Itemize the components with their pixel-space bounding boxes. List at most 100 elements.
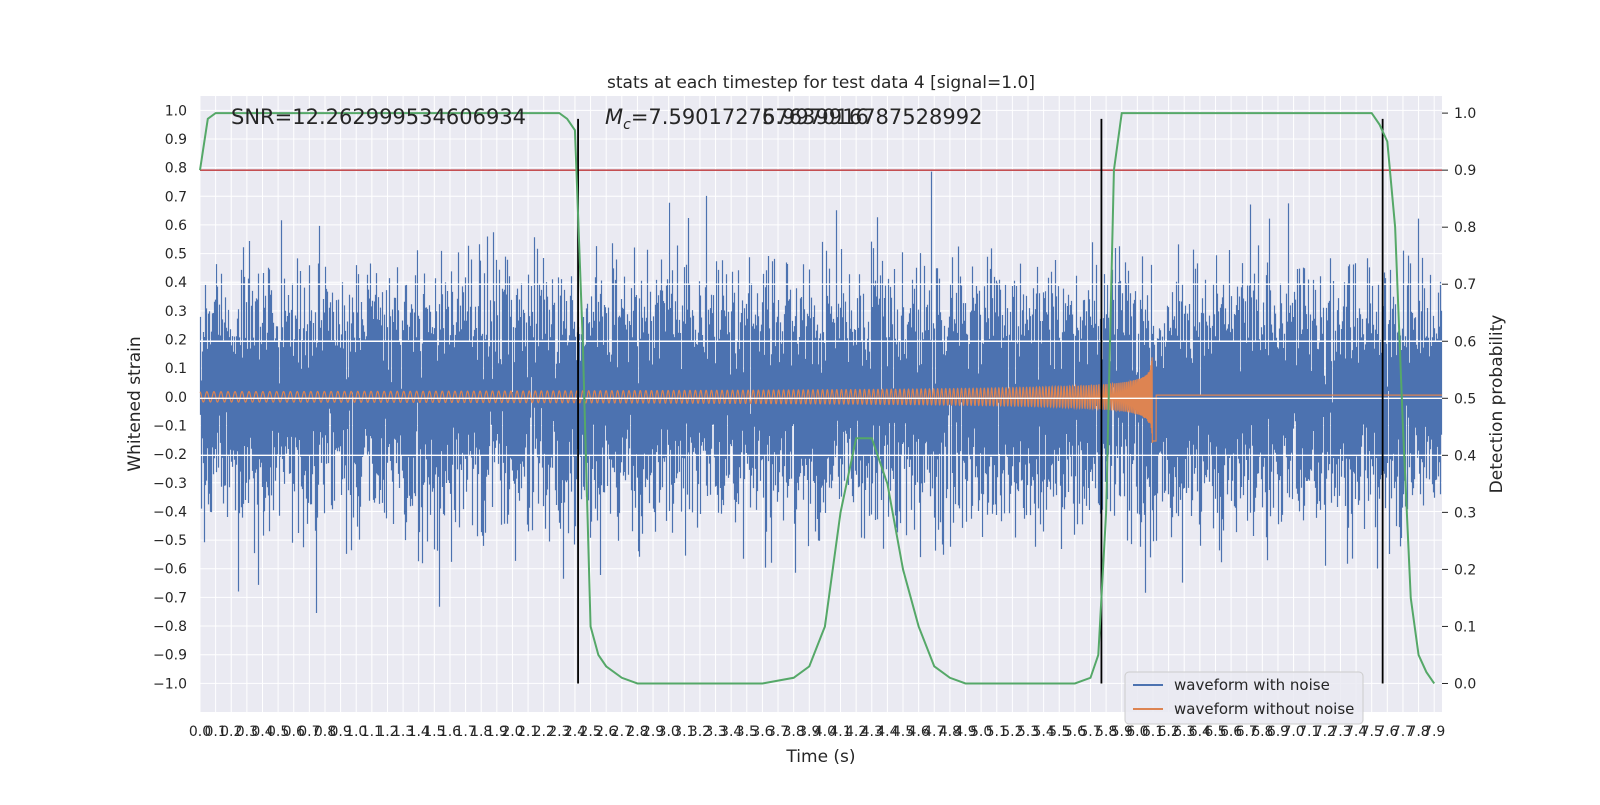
- x-tick-label: 4.1: [829, 724, 851, 740]
- y-tick-label: −0.3: [153, 476, 187, 492]
- x-tick-label: 1.8: [470, 724, 492, 740]
- chart-title: stats at each timestep for test data 4 […: [607, 73, 1035, 93]
- y-tick-label: 0.8: [165, 161, 187, 177]
- x-tick-label: 6.2: [1157, 724, 1179, 740]
- y-tick-label: 0.3: [165, 304, 187, 320]
- x-tick-label: 6.8: [1251, 724, 1273, 740]
- x-tick-label: 2.4: [564, 724, 586, 740]
- x-tick-label: 2.7: [611, 724, 633, 740]
- y-tick-label: 0.5: [165, 247, 187, 263]
- y-tick-label: −0.7: [153, 590, 187, 606]
- x-tick-label: 2.5: [579, 724, 601, 740]
- y-tick-label: −0.5: [153, 533, 187, 549]
- x-tick-label: 2.0: [501, 724, 523, 740]
- y-tick-label: −1.0: [153, 676, 187, 692]
- x-tick-label: 5.5: [1048, 724, 1070, 740]
- x-tick-label: 0.5: [267, 724, 289, 740]
- y-tick-labels: 1.0 0.9 0.8 0.7 0.6 0.5 0.4 0.3 0.2 0.1 0.0 −0.1 −0.…: [153, 103, 187, 692]
- x-tick-label: 0.4: [251, 724, 273, 740]
- x-tick-label: 0.6: [283, 724, 305, 740]
- x-tick-label: 5.0: [970, 724, 992, 740]
- x-tick-label: 1.0: [345, 724, 367, 740]
- y-tick-label: 0.0: [165, 390, 187, 406]
- x-tick-label: 0.8: [314, 724, 336, 740]
- x-tick-label: 6.5: [1204, 724, 1226, 740]
- x-tick-label: 5.2: [1001, 724, 1023, 740]
- overlap-annotation: 5.99701678752899​2: [762, 105, 982, 129]
- y-tick-label: −0.9: [153, 648, 187, 664]
- x-tick-label: 6.4: [1189, 724, 1211, 740]
- x-tick-label: 1.9: [486, 724, 508, 740]
- mc-value: =7.590172767639916: [631, 105, 869, 129]
- legend-label-noise: waveform with noise: [1174, 676, 1330, 694]
- y2-tick-label: 0.8: [1454, 220, 1476, 236]
- x-tick-label: 3.3: [704, 724, 726, 740]
- x-axis-label: Time (s): [785, 747, 855, 767]
- clean-waveform-path: [199, 357, 1442, 443]
- x-tick-label: 1.5: [423, 724, 445, 740]
- y2-tick-label: 0.5: [1454, 391, 1476, 407]
- x-tick-label: 3.5: [736, 724, 758, 740]
- x-tick-label: 5.7: [1079, 724, 1101, 740]
- x-tick-label: 3.7: [767, 724, 789, 740]
- x-tick-label: 6.0: [1126, 724, 1148, 740]
- x-tick-label: 4.7: [923, 724, 945, 740]
- x-tick-labels: 0.00.10.20.30.40.50.60.70.80.91.01.11.21…: [189, 724, 1445, 740]
- x-tick-label: 0.2: [220, 724, 242, 740]
- x-tick-label: 4.6: [908, 724, 930, 740]
- x-tick-label: 4.3: [861, 724, 883, 740]
- x-tick-label: 4.0: [814, 724, 836, 740]
- x-tick-label: 5.9: [1111, 724, 1133, 740]
- x-tick-label: 7.5: [1361, 724, 1383, 740]
- x-tick-label: 7.0: [1282, 724, 1304, 740]
- y-tick-label: −0.4: [153, 504, 187, 520]
- mc-annotation: Mc=7.590172767639916: [605, 105, 869, 133]
- legend-box: [1124, 671, 1364, 725]
- detection-probability-line: [199, 112, 1436, 685]
- x-tick-label: 1.7: [454, 724, 476, 740]
- x-tick-label: 1.6: [439, 724, 461, 740]
- x-tick-label: 3.4: [720, 724, 742, 740]
- x-tick-label: 4.5: [892, 724, 914, 740]
- x-tick-label: 0.9: [329, 724, 351, 740]
- x-tick-label: 7.3: [1329, 724, 1351, 740]
- x-tick-label: 6.3: [1173, 724, 1195, 740]
- y-tick-label: 0.2: [165, 333, 187, 349]
- y-tick-label: 0.9: [165, 132, 187, 148]
- x-tick-label: 0.1: [204, 724, 226, 740]
- x-tick-label: 4.2: [845, 724, 867, 740]
- x-tick-label: 2.1: [517, 724, 539, 740]
- x-tick-label: 2.6: [595, 724, 617, 740]
- x-tick-label: 7.2: [1314, 724, 1336, 740]
- x-tick-label: 5.4: [1032, 724, 1054, 740]
- y-tick-label: −0.6: [153, 562, 187, 578]
- y2-tick-label: 1.0: [1454, 106, 1476, 122]
- y-tick-label: −0.8: [153, 619, 187, 635]
- detection-probability-series: [199, 112, 1436, 685]
- x-tick-label: 2.8: [626, 724, 648, 740]
- x-tick-label: 7.8: [1407, 724, 1429, 740]
- x-tick-label: 3.2: [689, 724, 711, 740]
- overlay-lines: [200, 118, 1442, 684]
- x-tick-label: 3.1: [673, 724, 695, 740]
- y-tick-label: 0.1: [165, 361, 187, 377]
- y-tick-label: −0.2: [153, 447, 187, 463]
- x-tick-label: 2.2: [533, 724, 555, 740]
- y2-tick-label: 0.9: [1454, 163, 1476, 179]
- x-tick-label: 3.9: [798, 724, 820, 740]
- x-tick-label: 6.6: [1220, 724, 1242, 740]
- x-tick-label: 2.9: [642, 724, 664, 740]
- x-tick-label: 7.4: [1345, 724, 1367, 740]
- y2-tick-label: 0.4: [1454, 448, 1476, 464]
- x-tick-label: 1.3: [392, 724, 414, 740]
- legend-label-clean: waveform without noise: [1174, 700, 1354, 718]
- x-tick-label: 0.3: [236, 724, 258, 740]
- y-tick-label: 0.6: [165, 218, 187, 234]
- y-axis-label: Whitened strain: [125, 336, 145, 471]
- x-tick-label: 5.8: [1095, 724, 1117, 740]
- x-tick-label: 4.8: [939, 724, 961, 740]
- x-tick-label: 7.9: [1423, 724, 1445, 740]
- x-tick-label: 7.6: [1376, 724, 1398, 740]
- y2-tick-label: 0.1: [1454, 619, 1476, 635]
